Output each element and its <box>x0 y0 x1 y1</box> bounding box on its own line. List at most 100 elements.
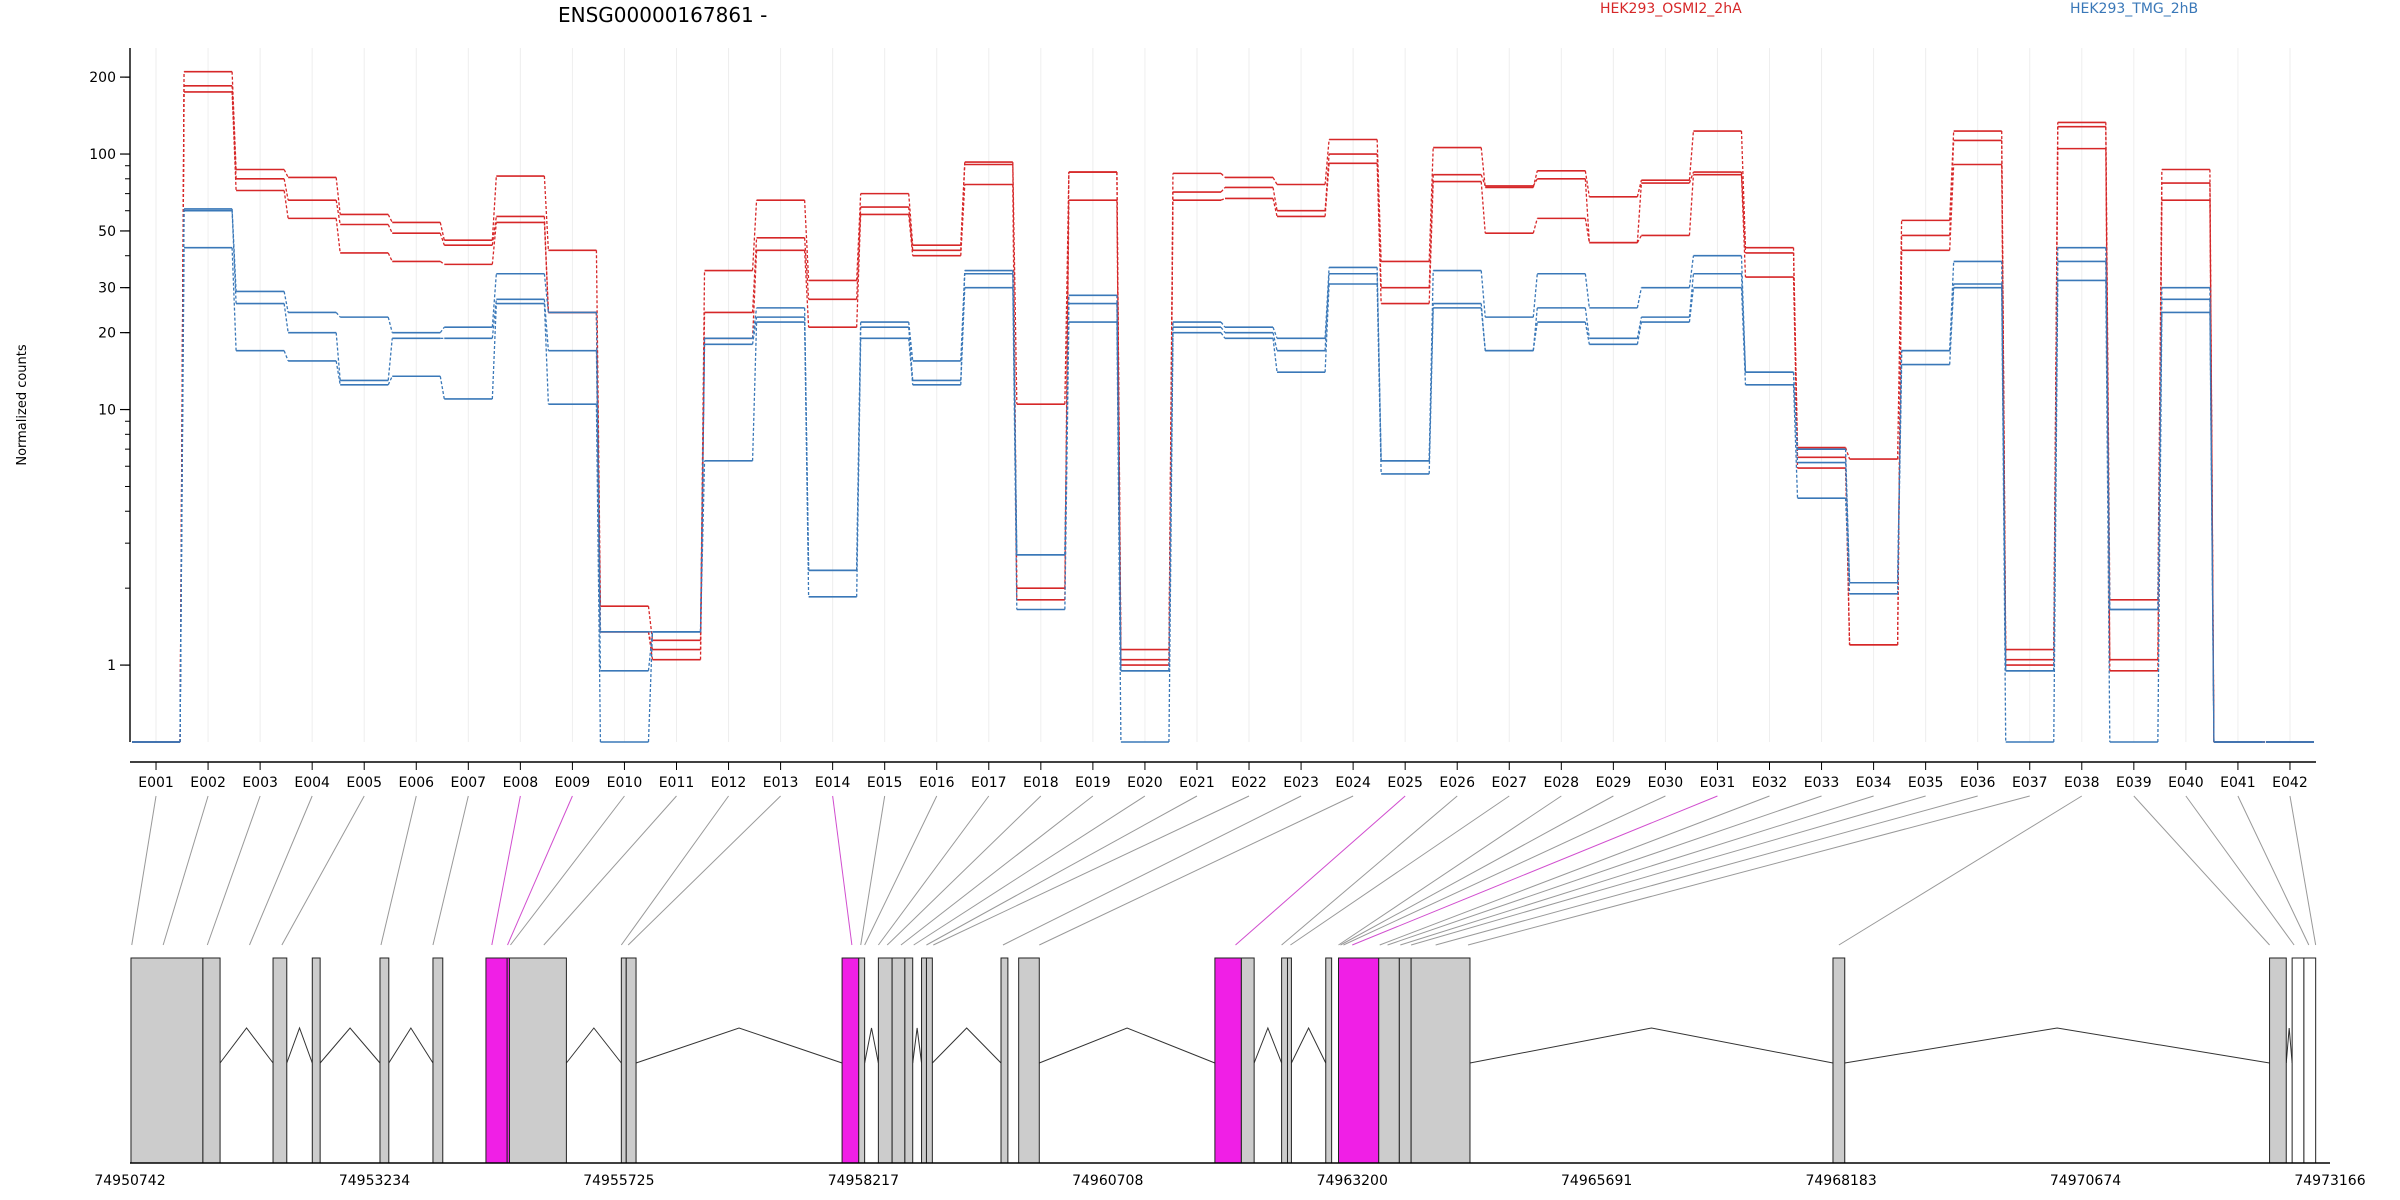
exon-transition <box>751 317 758 345</box>
exon-transition <box>1584 307 1590 339</box>
exon-transition <box>543 273 550 313</box>
exon-connector <box>131 795 157 946</box>
exon-connector <box>1281 795 1458 946</box>
exon-transition <box>1636 287 1643 309</box>
exon-connector <box>1338 795 1562 946</box>
exon-transition <box>387 338 393 381</box>
exon-block <box>1286 957 1292 1164</box>
intron <box>912 1027 923 1064</box>
x-tick-label: E019 <box>1075 775 1111 791</box>
exon-transition <box>1428 303 1434 461</box>
x-tick-label: E020 <box>1127 775 1163 791</box>
exon-connector <box>1467 795 2030 946</box>
exon-connector <box>1410 795 1926 946</box>
x-tick-label: E017 <box>971 775 1007 791</box>
x-tick-label: E022 <box>1231 775 1267 791</box>
intron <box>388 1027 434 1064</box>
exon-transition <box>1480 147 1486 188</box>
exon-transition <box>1584 170 1590 197</box>
exon-transition <box>803 200 810 281</box>
x-tick-label: E008 <box>503 775 539 791</box>
coordinate-label: 74965691 <box>1561 1173 1632 1189</box>
exon-block <box>1398 957 1412 1164</box>
exon-transition <box>1740 174 1747 278</box>
exon-connector <box>380 795 417 946</box>
exon-block-highlighted <box>1214 957 1242 1164</box>
exon-transition <box>1376 163 1382 304</box>
x-tick-label: E033 <box>1804 775 1840 791</box>
genomic-coordinate-axis: 74950742 74953234 74955725 74958217 74960708… <box>94 1162 2366 1189</box>
x-tick-label: E023 <box>1283 775 1319 791</box>
exon-transition <box>908 193 914 246</box>
exon-transition <box>1584 178 1590 243</box>
exon-transition <box>908 214 914 256</box>
exon-transition <box>803 237 810 300</box>
exon-transition <box>231 247 237 351</box>
exon-connector <box>1002 795 1302 946</box>
intron <box>319 1027 381 1064</box>
replicate-line <box>132 91 2314 743</box>
exon-block <box>891 957 906 1164</box>
intron <box>1253 1026 1283 1064</box>
x-tick-label: E013 <box>763 775 799 791</box>
y-axis-label: Normalized counts <box>15 344 30 466</box>
exon-transition <box>1688 131 1695 181</box>
intron <box>565 1027 622 1064</box>
exon-transition <box>179 247 185 743</box>
exon-transition <box>1584 321 1590 345</box>
exon-transition <box>960 184 966 256</box>
x-tick-label: E018 <box>1023 775 1059 791</box>
exon-transition <box>595 404 602 743</box>
exon-connector <box>627 795 781 946</box>
exon-block <box>2303 957 2317 1164</box>
exon-transition <box>1220 332 1226 339</box>
exon-transition <box>1064 322 1070 610</box>
exon-transition <box>2209 312 2215 743</box>
exon-transition <box>1324 273 1330 351</box>
exon-transition <box>1272 187 1278 211</box>
exon-connector <box>2185 795 2295 946</box>
x-tick-label: E036 <box>1960 775 1996 791</box>
y-tick-label: 20 <box>98 326 116 342</box>
exon-transition <box>387 252 393 262</box>
exon-connector <box>491 795 521 946</box>
exon-transition <box>387 316 393 333</box>
exon-transition <box>1272 198 1278 217</box>
replicate-line <box>132 84 2314 743</box>
exon-connector <box>2289 795 2317 946</box>
y-tick-label: 10 <box>98 403 116 419</box>
exon-transition <box>1220 321 1226 328</box>
exon-transition <box>283 178 289 201</box>
coordinate-label: 74953234 <box>339 1173 410 1189</box>
exon-transition <box>231 210 237 304</box>
coordinate-label: 74960708 <box>1072 1173 1143 1189</box>
x-tick-label: E028 <box>1544 775 1580 791</box>
exon-transition <box>2157 312 2163 743</box>
exon-transition <box>1220 187 1226 193</box>
chart-title: ENSG00000167861 - <box>558 3 767 27</box>
exon-transition <box>1584 218 1590 243</box>
exon-block <box>2291 957 2305 1164</box>
intron <box>1039 1027 1216 1064</box>
exon-transition <box>1428 307 1434 474</box>
exon-block <box>1325 957 1333 1164</box>
x-tick-label: E011 <box>659 775 695 791</box>
exon-transition <box>1532 178 1538 187</box>
exon-transition <box>1272 327 1278 339</box>
replicate-line <box>132 209 2314 743</box>
exon-transition <box>387 214 393 223</box>
coordinate-label: 74968183 <box>1805 1173 1876 1189</box>
exon-transition <box>543 303 550 405</box>
intron <box>1844 1027 2270 1064</box>
exon-block <box>432 957 444 1164</box>
x-tick-label: E037 <box>2012 775 2048 791</box>
exon-transition <box>1532 218 1538 234</box>
exon-connector <box>1039 795 1354 946</box>
x-tick-label: E016 <box>919 775 955 791</box>
exon-transition <box>1688 174 1695 236</box>
plot-area <box>132 70 2314 743</box>
exon-transition <box>491 303 497 400</box>
exon-transition <box>1480 270 1486 318</box>
exon-transition <box>283 350 289 362</box>
